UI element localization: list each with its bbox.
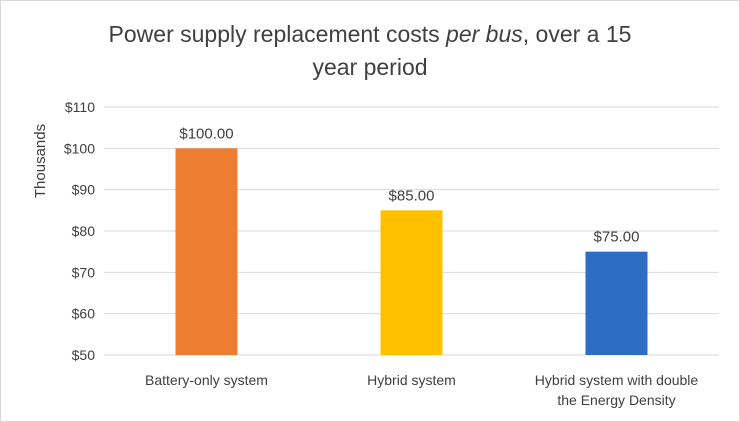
x-tick-label: Hybrid system with double [535,372,699,388]
bar-3 [585,251,648,355]
data-label: $75.00 [594,229,640,246]
bar-1 [175,148,238,355]
y-tick-label: $90 [72,182,96,198]
x-tick-label: the Energy Density [557,392,675,408]
y-tick-label: $60 [72,306,96,322]
bars [175,148,648,355]
y-tick-label: $50 [72,347,96,363]
chart-title-line-1: Power supply replacement costs per bus, … [109,21,632,47]
y-axis-label: Thousands [32,124,49,198]
bar-2 [380,210,443,355]
y-tick-label: $70 [72,264,96,280]
chart-title-line-2: year period [312,54,427,80]
y-axis-ticks: $50 $60 $70 $80 $90 $100 $110 [64,99,95,363]
data-label: $85.00 [389,187,435,204]
x-tick-label: Hybrid system [367,372,456,388]
y-tick-label: $80 [72,223,96,239]
y-tick-label: $110 [65,99,95,115]
x-tick-label: Battery-only system [145,372,268,388]
data-labels: $100.00 $85.00 $75.00 [179,125,639,245]
y-tick-label: $100 [64,140,95,156]
data-label: $100.00 [179,125,233,142]
x-axis-ticks: Battery-only system Hybrid system Hybrid s… [145,372,698,408]
